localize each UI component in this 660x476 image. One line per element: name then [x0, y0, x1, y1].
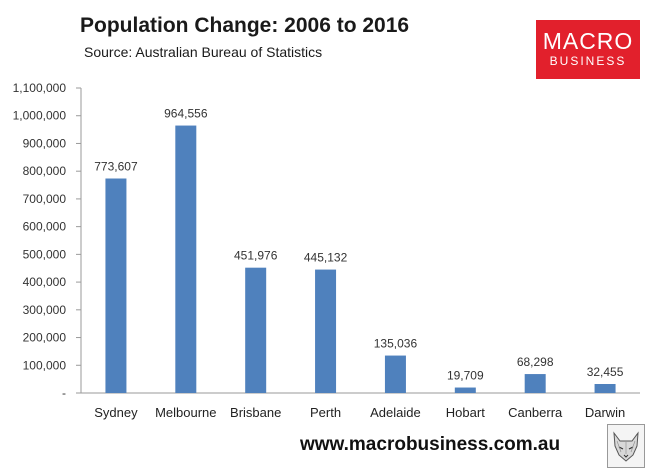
bar-canberra [524, 374, 546, 393]
data-label: 135,036 [374, 337, 418, 351]
data-label: 68,298 [517, 355, 554, 369]
x-tick-label: Brisbane [230, 405, 281, 420]
y-tick-label: 400,000 [23, 275, 67, 289]
x-tick-label: Melbourne [155, 405, 216, 420]
data-label: 19,709 [447, 369, 484, 383]
y-tick-label: 700,000 [23, 192, 67, 206]
y-tick-label: 800,000 [23, 164, 67, 178]
bar-adelaide [384, 355, 406, 393]
y-tick-label: 100,000 [23, 358, 67, 372]
bar-darwin [594, 384, 616, 393]
x-tick-label: Hobart [446, 405, 485, 420]
y-tick-label: 1,000,000 [13, 109, 67, 123]
y-tick-label: 300,000 [23, 303, 67, 317]
x-tick-label: Perth [310, 405, 341, 420]
bar-sydney [105, 178, 127, 393]
data-label: 451,976 [234, 249, 278, 263]
data-label: 445,132 [304, 251, 348, 265]
bar-melbourne [175, 125, 197, 393]
y-tick-label: 900,000 [23, 136, 67, 150]
y-tick-label: 1,100,000 [13, 81, 67, 95]
chart-subtitle: Source: Australian Bureau of Statistics [84, 44, 323, 60]
fox-sketch-icon [607, 424, 645, 468]
x-tick-label: Adelaide [370, 405, 421, 420]
bar-brisbane [245, 267, 267, 393]
x-tick-label: Sydney [94, 405, 138, 420]
x-tick-label: Darwin [585, 405, 625, 420]
data-label: 32,455 [587, 365, 624, 379]
chart-title: Population Change: 2006 to 2016 [80, 14, 410, 37]
y-tick-label: 200,000 [23, 331, 67, 345]
logo-line-2: BUSINESS [549, 54, 627, 68]
bar-perth [315, 269, 337, 393]
y-tick-label: - [62, 386, 66, 400]
data-label: 964,556 [164, 107, 208, 121]
y-tick-label: 500,000 [23, 247, 67, 261]
bar-hobart [454, 387, 476, 393]
website-url: www.macrobusiness.com.au [300, 434, 561, 455]
x-tick-label: Canberra [508, 405, 563, 420]
data-label: 773,607 [94, 159, 138, 173]
logo-line-1: MACRO [542, 28, 634, 54]
y-tick-label: 600,000 [23, 220, 67, 234]
macrobusiness-logo: MACRO BUSINESS [536, 20, 640, 79]
